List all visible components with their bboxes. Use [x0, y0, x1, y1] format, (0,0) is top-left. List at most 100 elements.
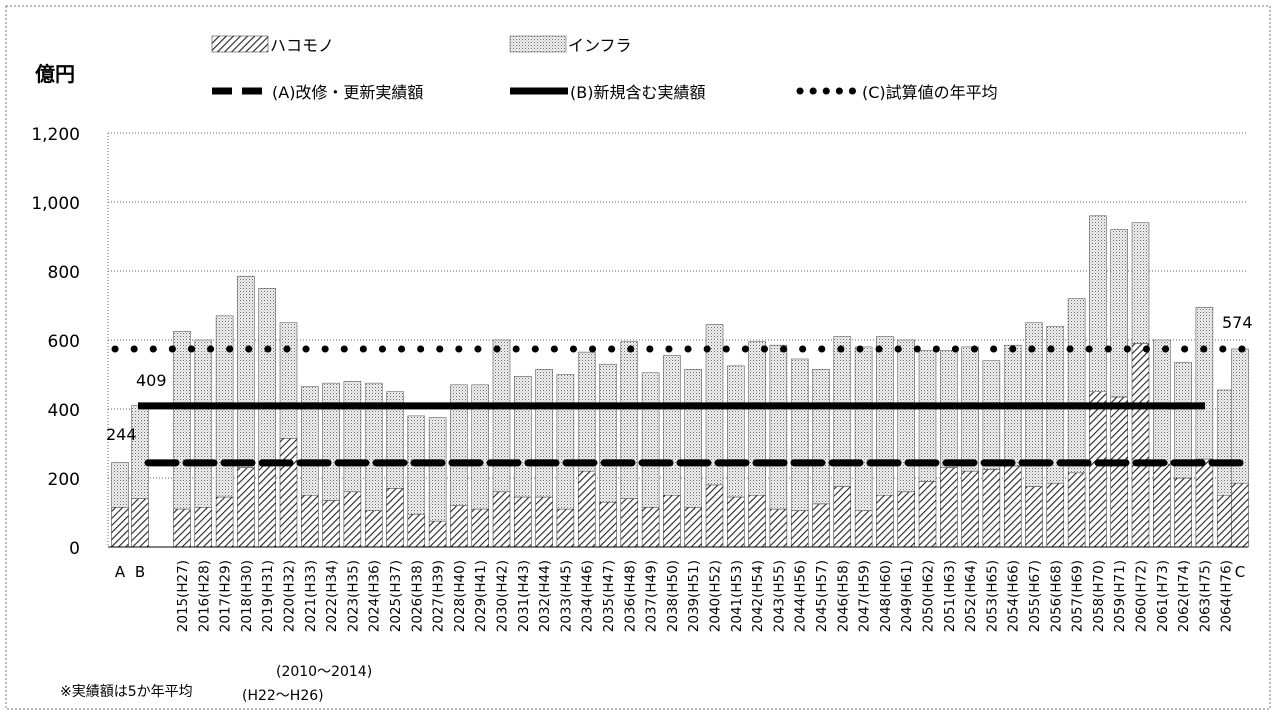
legend: ハコモノ インフラ (A)改修・更新実績額 (B)新規含む実績額 (C)試算値の… [211, 35, 998, 102]
x-tick-label: 2032(H44) [537, 560, 553, 632]
y-tick-label: 800 [48, 263, 80, 283]
y-tick-label: 0 [69, 539, 80, 559]
reference-label-a: 244 [106, 425, 137, 444]
bar-infra [854, 346, 873, 512]
x-tick-label: 2040(H52) [708, 560, 724, 632]
bar-hakomono [1174, 477, 1192, 548]
x-tick-label: 2039(H51) [686, 560, 702, 632]
bar-infra [918, 350, 937, 482]
bar-hakomono [556, 508, 575, 548]
bar-hakomono [620, 498, 639, 548]
bar-hakomono [1003, 465, 1022, 548]
reference-label-c: 574 [1222, 313, 1253, 332]
bar-hakomono [364, 510, 383, 548]
x-tick-label: 2041(H53) [729, 560, 745, 632]
bar-infra [173, 331, 191, 510]
bar-infra [1174, 362, 1192, 479]
legend-label-hakomono: ハコモノ [270, 36, 334, 55]
x-tick-label: 2020(H32) [282, 560, 298, 632]
bar-infra [876, 336, 894, 496]
bar-hakomono [812, 503, 830, 548]
bar-hakomono [173, 508, 191, 548]
bar-hakomono [641, 507, 660, 548]
bar-hakomono [215, 496, 234, 548]
x-tick-label: 2042(H54) [750, 560, 766, 632]
bar-hakomono [471, 508, 489, 548]
bar-hakomono [1131, 343, 1150, 548]
x-tick-label: 2029(H41) [473, 560, 489, 632]
x-tick-label: 2025(H37) [388, 560, 404, 632]
x-axis-labels: A B 2015(H27) 2016(H28) 2017(H29) 2018(H30) 20… [115, 560, 1245, 632]
bar-hakomono [450, 505, 468, 548]
bar-infra [812, 369, 830, 505]
bar-infra [471, 384, 489, 510]
bar-hakomono [386, 488, 404, 548]
bar-infra [748, 341, 766, 496]
x-tick-label: 2030(H42) [495, 560, 511, 632]
x-tick-label: 2056(H68) [1048, 560, 1064, 632]
bar-hakomono [833, 486, 852, 548]
bar-infra [1131, 222, 1150, 344]
x-tick-label: 2015(H27) [175, 560, 191, 632]
legend-swatch-infra [509, 35, 567, 53]
bar-infra [279, 322, 298, 439]
x-tick-label: 2031(H43) [516, 560, 532, 632]
bar-infra [428, 417, 447, 522]
bar-infra [620, 341, 639, 499]
x-tick-label: 2026(H38) [409, 560, 425, 632]
bar-hakomono [535, 496, 553, 548]
bar-hakomono [961, 470, 979, 548]
x-tick-label: 2060(H72) [1134, 560, 1150, 632]
bar-hakomono [407, 513, 426, 548]
bar-infra [364, 382, 383, 512]
chart-frame [5, 5, 1271, 710]
x-tick-label: 2048(H60) [878, 560, 894, 632]
bar-hakomono [727, 496, 745, 548]
bar-infra [343, 381, 362, 493]
bar-hakomono [279, 438, 298, 548]
bar-hakomono [1067, 472, 1086, 548]
bar-infra [684, 369, 702, 508]
bars [111, 215, 1249, 548]
x-tick-label: 2049(H61) [899, 560, 915, 632]
bar-hakomono [343, 491, 362, 548]
bar-hakomono [1025, 486, 1043, 548]
period-annotation: (2010～2014) [276, 664, 372, 680]
bar-hakomono [684, 507, 702, 548]
bar-infra [258, 288, 276, 467]
y-tick-label: 400 [48, 401, 80, 421]
bar-hakomono [599, 501, 617, 548]
x-tick-label: 2018(H30) [239, 560, 255, 632]
x-tick-label: B [135, 563, 145, 581]
bar-infra [450, 384, 468, 506]
x-tick-label: 2059(H71) [1112, 560, 1128, 632]
x-tick-label: 2057(H69) [1070, 560, 1086, 632]
x-tick-label: 2058(H70) [1091, 560, 1107, 632]
bar-hakomono [514, 496, 532, 548]
bar-infra [833, 336, 852, 487]
bar-hakomono [237, 467, 255, 548]
bar-hakomono [492, 491, 511, 548]
x-tick-label: 2022(H34) [324, 560, 340, 632]
bar-hakomono [854, 510, 873, 548]
x-tick-label: 2033(H45) [558, 560, 574, 632]
bar-infra [790, 358, 809, 512]
y-axis-unit: 億円 [35, 62, 75, 86]
x-tick-label: 2044(H56) [793, 560, 809, 632]
bar-hakomono [131, 498, 149, 548]
bar-infra [663, 355, 681, 496]
x-tick-label: 2023(H35) [345, 560, 361, 632]
x-tick-label: 2053(H65) [984, 560, 1000, 632]
x-tick-label: 2062(H74) [1176, 560, 1192, 632]
x-tick-label: 2036(H48) [622, 560, 638, 632]
bar-hakomono [258, 465, 276, 548]
bar-hakomono [577, 470, 596, 548]
reference-lines: 244 409 574 [106, 313, 1254, 467]
bar-infra [1089, 215, 1107, 392]
bar-hakomono [663, 495, 681, 548]
bar-infra [1153, 339, 1171, 465]
bar-infra [301, 386, 319, 496]
x-tick-label: 2045(H57) [814, 560, 830, 632]
legend-swatch-hakomono [211, 35, 269, 53]
x-tick-label: 2016(H28) [196, 560, 212, 632]
